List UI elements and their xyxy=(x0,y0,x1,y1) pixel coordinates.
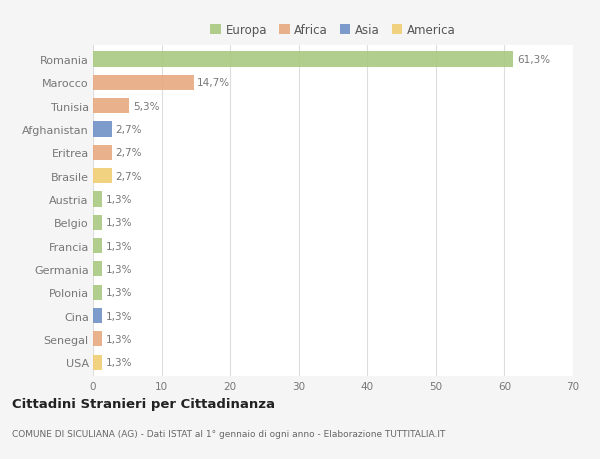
Text: 14,7%: 14,7% xyxy=(197,78,230,88)
Bar xyxy=(93,168,112,184)
Bar xyxy=(93,146,112,161)
Text: 5,3%: 5,3% xyxy=(133,101,159,112)
Bar xyxy=(93,192,102,207)
Legend: Europa, Africa, Asia, America: Europa, Africa, Asia, America xyxy=(210,24,456,37)
Bar xyxy=(93,76,194,91)
Bar xyxy=(93,52,514,67)
Text: 1,3%: 1,3% xyxy=(106,358,132,367)
Bar xyxy=(93,239,102,254)
Bar xyxy=(93,262,102,277)
Text: 1,3%: 1,3% xyxy=(106,334,132,344)
Bar xyxy=(93,285,102,300)
Bar xyxy=(93,355,102,370)
Text: COMUNE DI SICULIANA (AG) - Dati ISTAT al 1° gennaio di ogni anno - Elaborazione : COMUNE DI SICULIANA (AG) - Dati ISTAT al… xyxy=(12,429,445,438)
Bar xyxy=(93,308,102,324)
Bar xyxy=(93,99,130,114)
Text: 1,3%: 1,3% xyxy=(106,218,132,228)
Text: 2,7%: 2,7% xyxy=(115,148,142,158)
Text: 2,7%: 2,7% xyxy=(115,171,142,181)
Text: 1,3%: 1,3% xyxy=(106,195,132,205)
Text: 2,7%: 2,7% xyxy=(115,125,142,134)
Text: 1,3%: 1,3% xyxy=(106,311,132,321)
Text: 1,3%: 1,3% xyxy=(106,241,132,251)
Text: 61,3%: 61,3% xyxy=(517,55,550,65)
Bar xyxy=(93,215,102,230)
Bar xyxy=(93,122,112,137)
Bar xyxy=(93,331,102,347)
Text: 1,3%: 1,3% xyxy=(106,264,132,274)
Text: Cittadini Stranieri per Cittadinanza: Cittadini Stranieri per Cittadinanza xyxy=(12,397,275,410)
Text: 1,3%: 1,3% xyxy=(106,288,132,297)
